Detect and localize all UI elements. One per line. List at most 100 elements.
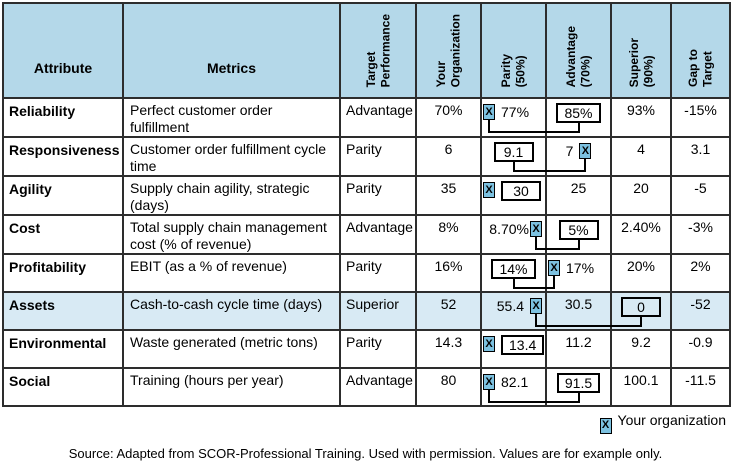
cell-target: Superior: [339, 291, 417, 331]
cell-advantage: X 17%: [545, 253, 612, 293]
legend-label: Your organization: [617, 412, 726, 428]
cell-metric: Supply chain agility, strategic (days): [122, 175, 341, 216]
your-organization-marker-icon: X: [530, 298, 542, 314]
cell-metric: Customer order fulfillment cycle time: [122, 136, 341, 177]
cell-target: Advantage: [339, 97, 417, 138]
benchmark-cell-content: X 30: [482, 180, 545, 201]
cell-target: Parity: [339, 136, 417, 177]
cell-gap: -0.9: [670, 329, 731, 369]
target-value-box: 13.4: [501, 335, 545, 355]
cell-parity: X 77%: [480, 97, 547, 138]
cell-yourorg: 14.3: [415, 329, 482, 369]
your-organization-marker-icon: X: [599, 417, 612, 434]
benchmark-cell-content: 85%: [547, 102, 610, 123]
cell-gap: 2%: [670, 253, 731, 293]
cell-advantage: 11.2: [545, 329, 612, 369]
table-row-reliability: Reliability Perfect customer order fulfil…: [2, 97, 731, 138]
table-header-row: Attribute Metrics Target Performance Your O…: [2, 2, 731, 99]
cell-metric: EBIT (as a % of revenue): [122, 253, 341, 293]
your-organization-marker-icon: X: [483, 104, 495, 120]
target-value-box: 91.5: [556, 373, 601, 393]
cell-target: Parity: [339, 329, 417, 369]
target-value-box: 30: [501, 181, 541, 201]
cell-gap: -11.5: [670, 367, 731, 407]
benchmark-cell-content: X 82.1: [482, 372, 545, 391]
column-header-label: Advantage (70%): [564, 25, 593, 87]
column-header-gap: Gap to Target: [670, 2, 731, 99]
cell-yourorg: 16%: [415, 253, 482, 293]
cell-attribute: Responsiveness: [2, 136, 124, 177]
cell-yourorg: 52: [415, 291, 482, 331]
table-row-environmental: Environmental Waste generated (metric ton…: [2, 329, 731, 369]
cell-target: Parity: [339, 253, 417, 293]
cell-gap: -52: [670, 291, 731, 331]
table-row-profitability: Profitability EBIT (as a % of revenue) Par…: [2, 253, 731, 293]
cell-parity: X 13.4: [480, 329, 547, 369]
table-row-agility: Agility Supply chain agility, strategic (…: [2, 175, 731, 216]
cell-metric: Waste generated (metric tons): [122, 329, 341, 369]
benchmark-cell-content: 91.5: [547, 372, 610, 393]
column-header-label: Target Performance: [363, 13, 392, 87]
cell-metric: Cash-to-cash cycle time (days): [122, 291, 341, 331]
cell-superior: 9.2: [610, 329, 672, 369]
column-header-target: Target Performance: [339, 2, 417, 99]
column-header-metric: Metrics: [122, 2, 341, 99]
cell-superior: 0: [610, 291, 672, 331]
cell-advantage: 85%: [545, 97, 612, 138]
cell-value: 7: [565, 143, 574, 159]
cell-advantage: 5%: [545, 214, 612, 255]
benchmark-cell-content: 0: [612, 296, 670, 317]
cell-parity: 9.1: [480, 136, 547, 177]
column-header-advantage: Advantage (70%): [545, 2, 612, 99]
cell-attribute: Profitability: [2, 253, 124, 293]
cell-target: Parity: [339, 175, 417, 216]
cell-value: 82.1: [501, 374, 529, 390]
cell-gap: -15%: [670, 97, 731, 138]
your-organization-marker-icon: X: [483, 374, 495, 390]
cell-attribute: Assets: [2, 291, 124, 331]
column-header-superior: Superior (90%): [610, 2, 672, 99]
source-note: Source: Adapted from SCOR-Professional T…: [68, 445, 663, 461]
your-organization-marker-icon: X: [483, 182, 495, 198]
cell-parity: X 82.1: [480, 367, 547, 407]
cell-value: 77%: [501, 104, 530, 120]
cell-advantage: 91.5: [545, 367, 612, 407]
cell-attribute: Environmental: [2, 329, 124, 369]
cell-superior: 100.1: [610, 367, 672, 407]
benchmark-cell-content: 5%: [547, 219, 610, 240]
table-row-cost: Cost Total supply chain management cost (…: [2, 214, 731, 255]
cell-yourorg: 6: [415, 136, 482, 177]
cell-parity: 8.70% X: [480, 214, 547, 255]
cell-parity: 55.4 X: [480, 291, 547, 331]
cell-value: 55.4: [496, 298, 524, 314]
cell-target: Advantage: [339, 214, 417, 255]
cell-superior: 4: [610, 136, 672, 177]
your-organization-marker-icon: X: [530, 221, 542, 237]
cell-target: Advantage: [339, 367, 417, 407]
cell-metric: Training (hours per year): [122, 367, 341, 407]
cell-metric: Perfect customer order fulfillment: [122, 97, 341, 138]
target-value-box: 85%: [556, 103, 601, 123]
cell-superior: 20: [610, 175, 672, 216]
your-organization-marker-icon: X: [548, 260, 560, 276]
benchmark-cell-content: 9.1: [482, 141, 545, 162]
cell-advantage: 30.5: [545, 291, 612, 331]
benchmark-cell-content: 14%: [482, 258, 545, 279]
target-value-box: 5%: [558, 220, 599, 240]
column-header-label: Gap to Target: [686, 49, 715, 87]
your-organization-marker-icon: X: [579, 143, 592, 159]
cell-metric: Total supply chain management cost (% of…: [122, 214, 341, 255]
column-header-attribute: Attribute: [2, 2, 124, 99]
benchmark-cell-content: X 13.4: [482, 334, 545, 355]
cell-gap: -5: [670, 175, 731, 216]
table-row-social: Social Training (hours per year) Advantage…: [2, 367, 731, 407]
cell-yourorg: 35: [415, 175, 482, 216]
target-value-box: 0: [621, 297, 661, 317]
your-organization-marker-icon: X: [483, 336, 495, 352]
column-header-label: Attribute: [33, 60, 93, 76]
column-header-label: Superior (90%): [626, 37, 655, 87]
column-header-label: Metrics: [206, 60, 257, 76]
column-header-yourorg: Your Organization: [415, 2, 482, 99]
